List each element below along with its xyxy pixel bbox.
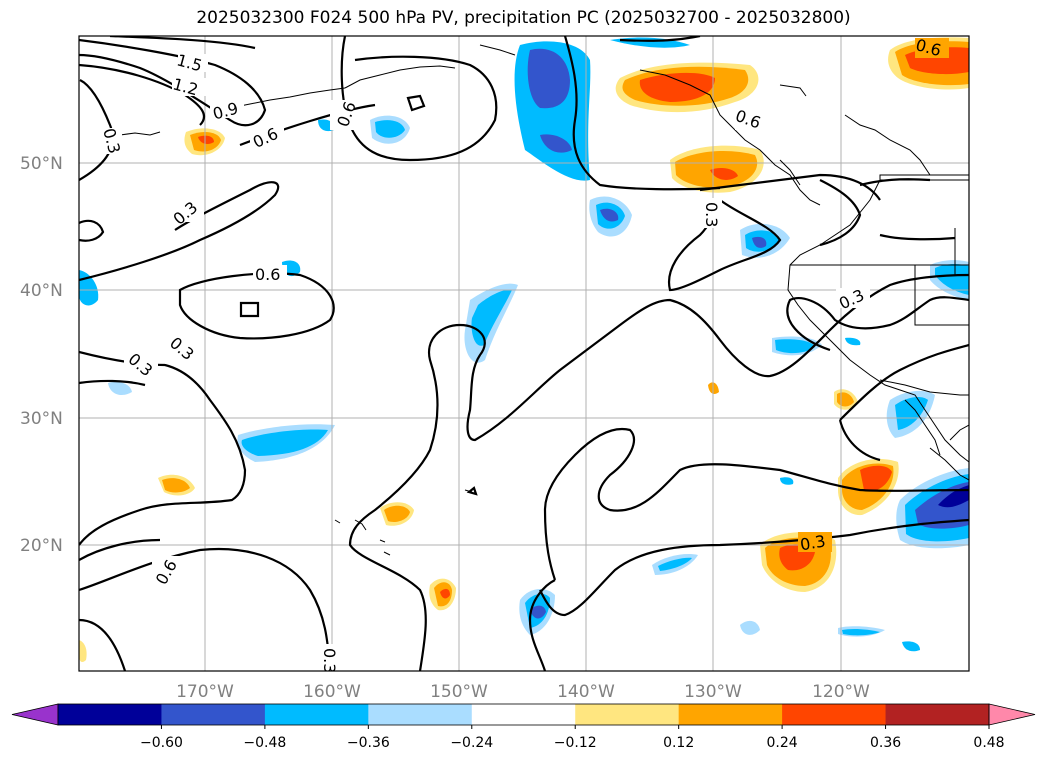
map-frame [78,35,970,672]
precip-negative-areas [79,37,969,652]
contour-label-0-3h: 0.3 [799,531,827,554]
lat-label-30n: 30°N [20,409,63,429]
colorbar-segment [782,704,887,725]
colorbar-tick-label: 0.12 [663,735,694,751]
colorbar-segment [471,704,576,725]
lat-label-20n: 20°N [20,536,63,556]
colorbar-segment [368,704,473,725]
lon-label-160w: 160°W [303,682,361,702]
colorbar-tick-label: −0.48 [243,735,286,751]
colorbar-segment [575,704,680,725]
map-panel: 1.5 1.2 0.9 0.6 0.6 0.3 0.3 0.6 0.3 0.3 … [79,36,969,673]
colorbar-segment [885,704,990,725]
coastlines [119,44,969,556]
colorbar-segment [58,704,162,725]
lat-label-50n: 50°N [20,154,63,174]
gridlines [79,36,969,671]
lon-label-150w: 150°W [430,682,488,702]
contour-label-0-6c: 0.6 [255,265,280,284]
colorbar-frame [57,703,990,726]
longitude-labels: 170°W 160°W 150°W 140°W 130°W 120°W [176,682,870,702]
lon-label-140w: 140°W [557,682,615,702]
colorbar-segment [161,704,266,725]
colorbar-extend-max [988,703,1036,726]
colorbar-tick-label: 0.24 [767,735,798,751]
colorbar-segment [678,704,783,725]
colorbar-extend-min [11,703,59,726]
colorbar-tick-label: 0.48 [973,735,1004,751]
colorbar-segment [264,704,369,725]
colorbar-tick-label: −0.60 [140,735,183,751]
map-title: 2025032300 F024 500 hPa PV, precipitatio… [196,8,851,28]
colorbar-tick-label: −0.12 [554,735,597,751]
contour-label-group: 1.5 1.2 0.9 0.6 0.6 0.3 0.3 0.6 0.3 0.3 … [98,36,949,673]
lat-label-40n: 40°N [20,281,63,301]
colorbar-tick-label: 0.36 [870,735,901,751]
colorbar-tick-label: −0.36 [347,735,390,751]
contour-label-0-3f: 0.3 [702,202,721,227]
colorbar-tick-label: −0.24 [450,735,493,751]
lon-label-120w: 120°W [812,682,870,702]
colorbar: −0.60 −0.48 −0.36 −0.24 −0.12 0.12 0.24 0.36 0.4… [11,703,1036,751]
latitude-labels: 50°N 40°N 30°N 20°N [20,154,63,556]
contour-label-0-3e: 0.3 [320,648,339,673]
lon-label-130w: 130°W [684,682,742,702]
lon-label-170w: 170°W [176,682,234,702]
